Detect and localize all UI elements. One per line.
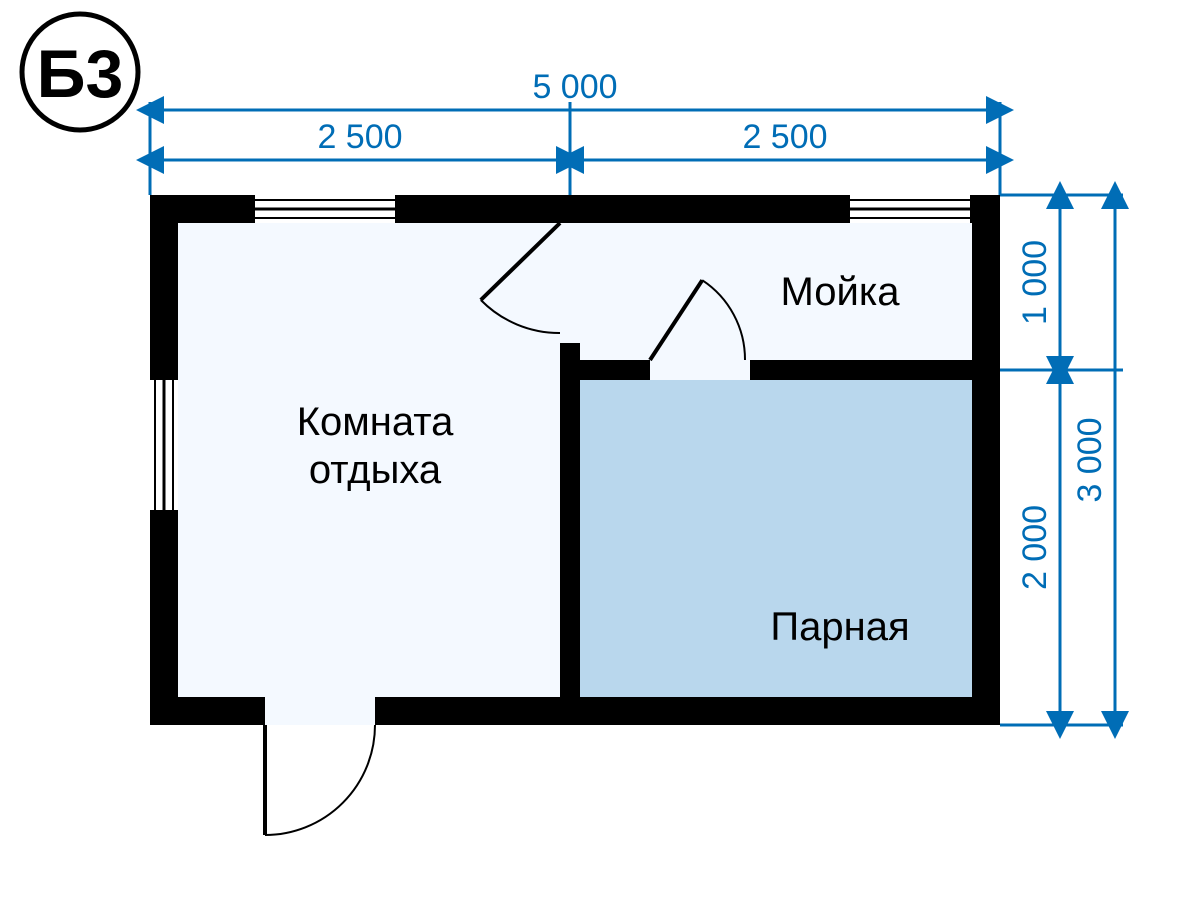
dimensions-top [150,102,1000,195]
room-steam [580,380,972,697]
dim-top-left: 2 500 [317,118,402,156]
window [850,195,970,223]
dim-right-upper: 1 000 [1016,240,1054,325]
room-steam-label: Парная [770,605,909,649]
plan-badge-label: Б3 [37,36,124,112]
door-entry [265,725,375,835]
dim-right-lower: 2 000 [1016,505,1054,590]
room-wash-label: Мойка [781,270,901,314]
dim-top-right: 2 500 [742,118,827,156]
room-lounge-label-2: отдыха [309,448,442,492]
room-lounge-label-1: Комната [297,400,454,444]
dim-right-total: 3 000 [1071,417,1109,502]
plan-badge: Б3 [22,14,138,130]
window [150,380,178,510]
room-wash [580,223,972,360]
floor-plan-diagram: Б3 5 000 2 500 2 500 1 000 2 000 3 000 Комнатао… [0,0,1200,900]
window [255,195,395,223]
dim-top-total: 5 000 [532,68,617,106]
